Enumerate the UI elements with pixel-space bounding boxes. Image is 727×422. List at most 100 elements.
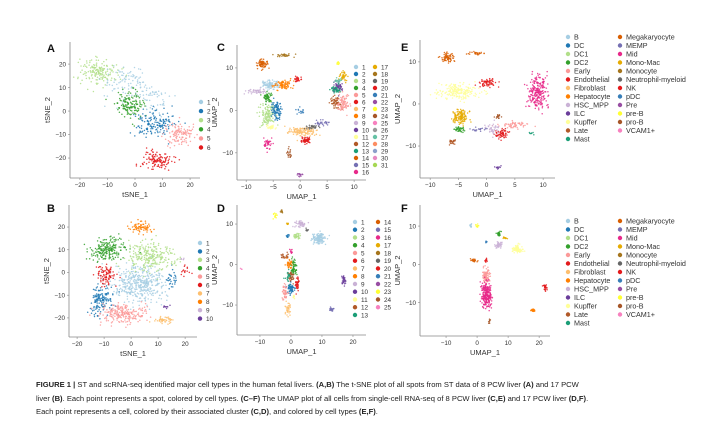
data-point xyxy=(101,256,103,259)
data-point xyxy=(159,103,162,106)
data-point xyxy=(347,105,350,107)
data-point xyxy=(157,256,159,258)
data-point xyxy=(159,247,162,250)
data-point xyxy=(438,82,440,85)
data-point xyxy=(127,308,130,311)
data-point xyxy=(131,105,133,108)
legend-item: 6 xyxy=(197,282,210,289)
data-point xyxy=(111,250,113,252)
data-point xyxy=(128,259,130,261)
legend-label: 2 xyxy=(361,227,365,234)
data-point xyxy=(148,225,151,227)
data-point xyxy=(334,86,336,89)
data-point xyxy=(141,259,143,261)
data-point xyxy=(287,316,289,318)
data-point xyxy=(104,255,107,257)
legend-swatch xyxy=(197,240,203,246)
data-point xyxy=(306,132,309,134)
data-point xyxy=(86,250,88,253)
data-point xyxy=(132,313,134,315)
data-point xyxy=(278,112,280,115)
data-point xyxy=(96,304,98,307)
data-point xyxy=(189,129,192,132)
panel-label: B xyxy=(47,203,55,215)
data-point xyxy=(173,279,175,281)
data-point xyxy=(279,54,281,56)
data-point xyxy=(139,275,141,278)
legend-swatch xyxy=(197,291,203,296)
data-point xyxy=(127,92,129,95)
data-point xyxy=(135,256,138,258)
data-point xyxy=(312,233,314,236)
data-point xyxy=(288,154,290,157)
data-point xyxy=(101,299,104,302)
data-point xyxy=(173,271,175,274)
legend-label: 20 xyxy=(384,266,392,273)
data-point xyxy=(300,139,303,142)
data-point xyxy=(142,113,144,115)
data-point xyxy=(141,256,143,258)
data-point xyxy=(172,138,174,141)
data-point xyxy=(98,306,100,308)
legend-swatch xyxy=(197,282,203,288)
data-point xyxy=(126,110,129,112)
data-point xyxy=(94,73,96,75)
data-point xyxy=(101,296,104,299)
data-point xyxy=(295,281,297,284)
data-point xyxy=(123,316,125,318)
data-point xyxy=(127,102,130,105)
data-point xyxy=(146,319,148,321)
data-point xyxy=(144,105,146,107)
data-point xyxy=(111,259,113,261)
data-point xyxy=(108,274,111,277)
data-point xyxy=(133,95,136,97)
data-point xyxy=(298,175,300,178)
data-point xyxy=(96,300,98,302)
data-point xyxy=(95,266,98,268)
data-point xyxy=(146,305,149,308)
data-point xyxy=(151,292,154,295)
data-point xyxy=(322,119,324,121)
data-point xyxy=(471,51,473,53)
data-point xyxy=(134,244,136,247)
data-point xyxy=(342,275,345,277)
legend-item: 14 xyxy=(353,155,370,162)
legend-swatch xyxy=(372,99,378,105)
data-point xyxy=(121,311,123,314)
data-point xyxy=(267,82,270,85)
data-point xyxy=(135,99,137,101)
data-point xyxy=(288,265,290,268)
data-point xyxy=(98,78,101,80)
data-point xyxy=(157,163,160,166)
data-point xyxy=(175,137,178,140)
data-point xyxy=(280,105,282,108)
legend-item: 5 xyxy=(352,250,365,257)
data-point xyxy=(107,291,109,294)
data-point xyxy=(298,221,301,223)
data-point xyxy=(179,256,182,259)
data-point xyxy=(269,112,271,115)
data-point xyxy=(139,278,141,280)
data-point xyxy=(298,237,301,240)
data-point xyxy=(162,103,165,105)
data-point xyxy=(95,65,98,67)
data-point xyxy=(105,58,108,61)
data-point xyxy=(289,155,292,158)
data-point xyxy=(162,113,164,115)
data-point xyxy=(288,308,290,311)
data-point xyxy=(106,293,108,295)
data-point xyxy=(178,128,180,131)
data-point xyxy=(161,251,163,254)
data-point xyxy=(94,255,97,257)
data-point xyxy=(286,82,289,84)
data-point xyxy=(260,62,263,65)
data-point xyxy=(312,243,315,245)
data-point xyxy=(440,95,443,98)
data-point xyxy=(140,290,142,292)
data-point xyxy=(158,268,161,270)
data-point xyxy=(147,167,149,169)
data-point xyxy=(134,226,137,229)
data-point xyxy=(130,289,133,292)
data-point xyxy=(99,287,102,289)
data-point xyxy=(182,136,184,138)
